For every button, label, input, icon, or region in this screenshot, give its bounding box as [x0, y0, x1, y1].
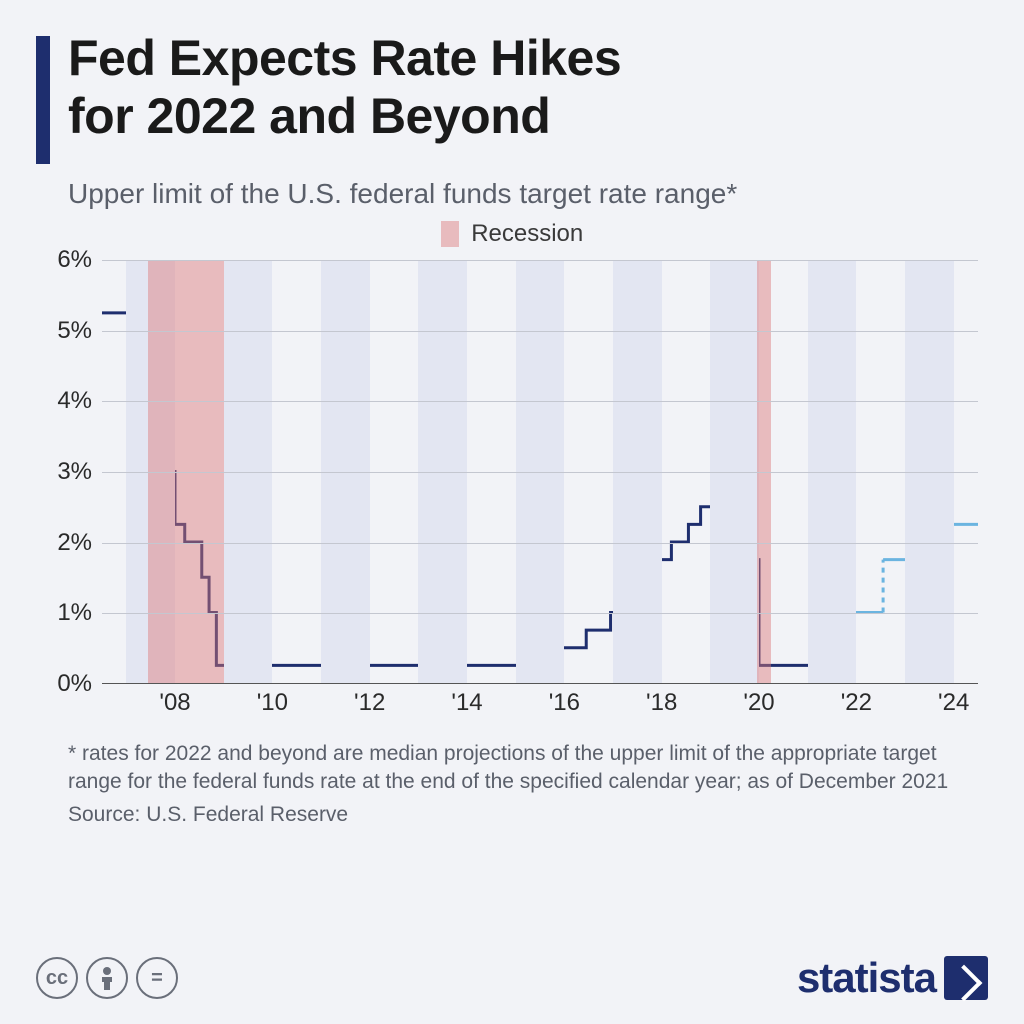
header: Fed Expects Rate Hikes for 2022 and Beyo… [36, 30, 988, 164]
x-axis-label: '14 [451, 689, 482, 717]
x-axis-label: '18 [646, 689, 677, 717]
gridline [102, 613, 978, 614]
brand-logo-icon [944, 956, 988, 1000]
source: Source: U.S. Federal Reserve [68, 803, 988, 827]
y-axis-label: 1% [36, 599, 92, 627]
gridline [102, 543, 978, 544]
legend-label: Recession [471, 220, 583, 247]
footer: cc = statista [36, 954, 988, 1002]
y-axis-label: 0% [36, 670, 92, 698]
x-axis-label: '12 [354, 689, 385, 717]
nd-icon: = [136, 957, 178, 999]
plot-area: '08'10'12'14'16'18'20'22'24 [102, 260, 978, 684]
x-axis-label: '24 [938, 689, 969, 717]
y-axis-label: 5% [36, 317, 92, 345]
y-axis-label: 4% [36, 387, 92, 415]
brand: statista [797, 954, 988, 1002]
by-icon [86, 957, 128, 999]
x-axis-label: '20 [743, 689, 774, 717]
legend: Recession [36, 220, 988, 248]
subtitle: Upper limit of the U.S. federal funds ta… [68, 178, 988, 210]
x-axis-label: '10 [257, 689, 288, 717]
chart: '08'10'12'14'16'18'20'22'24 0%1%2%3%4%5%… [36, 250, 988, 720]
footnote: * rates for 2022 and beyond are median p… [68, 740, 988, 797]
title-line-1: Fed Expects Rate Hikes [68, 30, 621, 86]
y-axis-label: 3% [36, 458, 92, 486]
title-line-2: for 2022 and Beyond [68, 88, 550, 144]
y-axis-label: 2% [36, 529, 92, 557]
gridline [102, 260, 978, 261]
license-icons: cc = [36, 957, 178, 999]
page-title: Fed Expects Rate Hikes for 2022 and Beyo… [68, 30, 621, 145]
x-axis-label: '22 [841, 689, 872, 717]
accent-bar [36, 36, 50, 164]
recession-swatch [441, 221, 459, 247]
gridline [102, 401, 978, 402]
x-axis-label: '08 [159, 689, 190, 717]
brand-text: statista [797, 954, 936, 1002]
cc-icon: cc [36, 957, 78, 999]
gridline [102, 472, 978, 473]
gridline [102, 331, 978, 332]
x-axis-label: '16 [549, 689, 580, 717]
y-axis-label: 6% [36, 246, 92, 274]
